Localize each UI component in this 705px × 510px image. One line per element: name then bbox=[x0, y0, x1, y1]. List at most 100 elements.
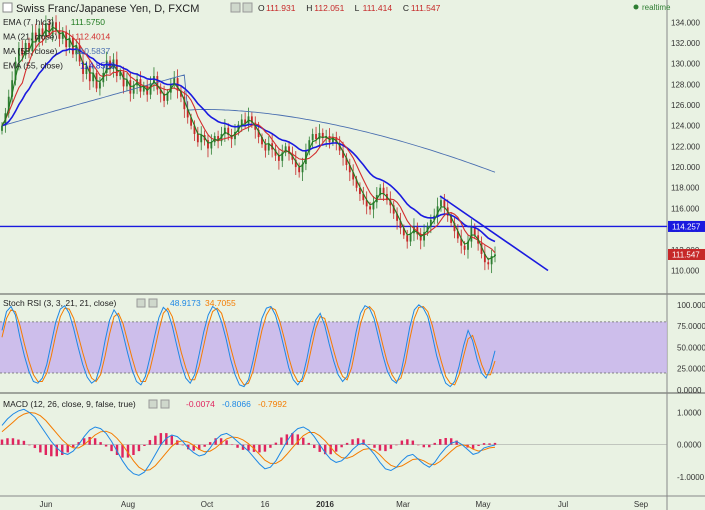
macd-signal-line[interactable] bbox=[1, 411, 496, 472]
candle[interactable] bbox=[180, 86, 182, 103]
candle[interactable] bbox=[186, 101, 189, 124]
macd-line[interactable] bbox=[1, 408, 496, 476]
settings-icon[interactable] bbox=[230, 2, 241, 13]
candle[interactable] bbox=[352, 164, 355, 186]
trendline[interactable] bbox=[439, 195, 549, 272]
collapse-icon[interactable] bbox=[2, 2, 13, 13]
stoch-rsi-panel[interactable] bbox=[0, 304, 667, 388]
candle[interactable] bbox=[392, 200, 395, 219]
candle[interactable] bbox=[318, 124, 321, 148]
candle[interactable] bbox=[284, 142, 287, 157]
candle[interactable] bbox=[399, 212, 402, 235]
candle[interactable] bbox=[490, 249, 493, 274]
candle[interactable] bbox=[288, 141, 290, 161]
candle[interactable] bbox=[193, 120, 196, 142]
candle[interactable] bbox=[173, 71, 176, 89]
candle[interactable] bbox=[301, 157, 304, 182]
candle[interactable] bbox=[277, 149, 280, 170]
candle[interactable] bbox=[115, 51, 118, 83]
candle[interactable] bbox=[261, 133, 263, 148]
candle[interactable] bbox=[28, 37, 30, 59]
candle[interactable] bbox=[362, 186, 365, 205]
candle[interactable] bbox=[34, 23, 37, 50]
candle[interactable] bbox=[200, 126, 203, 151]
candle[interactable] bbox=[308, 136, 311, 156]
candle[interactable] bbox=[396, 207, 398, 230]
macd-panel[interactable] bbox=[0, 408, 667, 476]
candle[interactable] bbox=[99, 76, 101, 96]
candle[interactable] bbox=[460, 229, 463, 254]
candle[interactable] bbox=[359, 182, 361, 202]
candle[interactable] bbox=[1, 122, 3, 135]
candle[interactable] bbox=[402, 224, 405, 239]
candle[interactable] bbox=[494, 246, 496, 263]
price-panel[interactable] bbox=[0, 15, 667, 274]
legend-entry[interactable]: EMA (55, close) 114.8523 bbox=[3, 61, 115, 71]
candle[interactable] bbox=[409, 226, 412, 247]
candle[interactable] bbox=[348, 158, 351, 182]
candle[interactable] bbox=[264, 138, 267, 158]
candle[interactable] bbox=[453, 217, 456, 239]
candle[interactable] bbox=[17, 41, 20, 71]
candle[interactable] bbox=[132, 80, 135, 99]
candle[interactable] bbox=[440, 195, 442, 212]
time-axis[interactable]: Jun Aug Oct 16 2016 Mar May Jul Sep bbox=[40, 500, 649, 509]
candle[interactable] bbox=[372, 196, 375, 219]
candle[interactable] bbox=[423, 224, 426, 247]
candle[interactable] bbox=[166, 88, 169, 105]
candle[interactable] bbox=[217, 130, 220, 149]
candle[interactable] bbox=[126, 73, 128, 91]
candle[interactable] bbox=[355, 175, 358, 192]
legend-entry[interactable]: MA (21, close) 112.4014 bbox=[3, 32, 110, 42]
ema-7-line[interactable] bbox=[1, 26, 496, 261]
candle[interactable] bbox=[183, 90, 186, 118]
stoch-settings-icon[interactable] bbox=[136, 298, 146, 308]
candle[interactable] bbox=[345, 153, 348, 171]
candle[interactable] bbox=[207, 133, 209, 158]
candle[interactable] bbox=[14, 57, 17, 86]
candle[interactable] bbox=[24, 39, 27, 59]
stoch-d-line[interactable] bbox=[1, 305, 496, 386]
candle[interactable] bbox=[159, 83, 162, 103]
candle[interactable] bbox=[281, 144, 284, 168]
candle[interactable] bbox=[298, 162, 301, 178]
candle[interactable] bbox=[470, 219, 473, 248]
candle[interactable] bbox=[321, 128, 324, 144]
legend-entry[interactable]: EMA (7, hlc3) 111.5750 bbox=[3, 17, 105, 27]
candle[interactable] bbox=[11, 71, 14, 105]
candle[interactable] bbox=[483, 245, 486, 271]
candle[interactable] bbox=[82, 52, 84, 82]
candle[interactable] bbox=[406, 229, 409, 249]
candle[interactable] bbox=[196, 126, 199, 147]
candle[interactable] bbox=[51, 16, 54, 42]
candle[interactable] bbox=[456, 224, 459, 243]
candle[interactable] bbox=[443, 193, 446, 217]
candle[interactable] bbox=[311, 128, 314, 148]
candle[interactable] bbox=[61, 27, 64, 45]
candle[interactable] bbox=[55, 15, 57, 36]
price-axis[interactable]: 110.000112.000114.000116.000118.000120.0… bbox=[668, 18, 705, 482]
candle[interactable] bbox=[294, 151, 297, 175]
candle[interactable] bbox=[105, 51, 108, 81]
candle[interactable] bbox=[436, 197, 439, 224]
stoch-close-icon[interactable] bbox=[148, 298, 158, 308]
candle[interactable] bbox=[240, 114, 243, 132]
close-icon[interactable] bbox=[242, 2, 253, 13]
macd-close-icon[interactable] bbox=[160, 399, 170, 409]
candle[interactable] bbox=[267, 136, 270, 155]
candle[interactable] bbox=[365, 191, 368, 215]
candle[interactable] bbox=[473, 223, 476, 239]
legend-entry[interactable]: MA (55, close) 110.5837 bbox=[3, 46, 110, 56]
candle[interactable] bbox=[379, 184, 382, 199]
ema-55-line[interactable] bbox=[1, 48, 496, 243]
candle[interactable] bbox=[92, 65, 95, 88]
candle[interactable] bbox=[382, 182, 385, 202]
candle[interactable] bbox=[274, 145, 277, 162]
macd-settings-icon[interactable] bbox=[148, 399, 158, 409]
candle[interactable] bbox=[467, 235, 469, 259]
candle[interactable] bbox=[142, 81, 145, 96]
candle[interactable] bbox=[389, 191, 392, 214]
ema-200-line[interactable] bbox=[1, 74, 496, 173]
candle[interactable] bbox=[419, 228, 422, 250]
